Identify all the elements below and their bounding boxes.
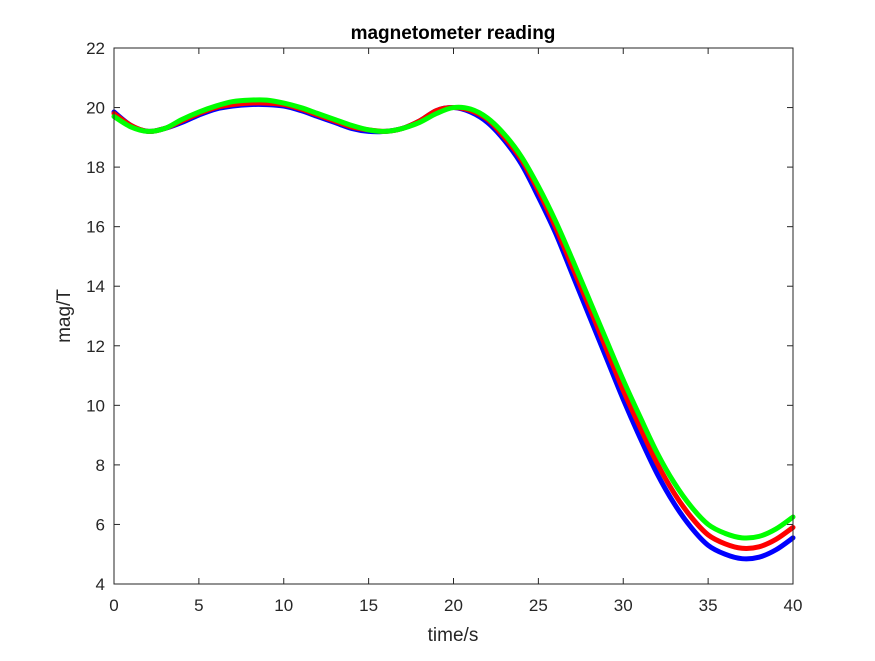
y-tick-label: 4 <box>96 575 105 594</box>
y-tick-label: 16 <box>86 218 105 237</box>
x-axis-label: time/s <box>428 625 479 646</box>
x-tick-label: 25 <box>529 596 548 615</box>
x-tick-label: 40 <box>784 596 803 615</box>
y-tick-label: 18 <box>86 158 105 177</box>
x-tick-label: 30 <box>614 596 633 615</box>
y-tick-label: 10 <box>86 396 105 415</box>
y-ticks: 4 6 8 10 12 14 16 18 20 22 <box>86 39 793 594</box>
x-ticks: 0 5 10 15 20 25 30 35 40 <box>109 48 802 615</box>
x-tick-label: 0 <box>109 596 118 615</box>
x-tick-label: 15 <box>359 596 378 615</box>
x-tick-label: 20 <box>444 596 463 615</box>
y-tick-label: 8 <box>96 456 105 475</box>
x-tick-label: 5 <box>194 596 203 615</box>
y-tick-label: 14 <box>86 277 105 296</box>
x-tick-label: 35 <box>699 596 718 615</box>
y-axis-label: mag/T <box>54 289 75 343</box>
y-tick-label: 12 <box>86 337 105 356</box>
chart-title: magnetometer reading <box>351 23 556 44</box>
series-line-3 <box>111 97 796 541</box>
series-layer <box>111 97 796 562</box>
y-tick-label: 22 <box>86 39 105 58</box>
x-tick-label: 10 <box>274 596 293 615</box>
y-tick-label: 20 <box>86 99 105 118</box>
y-tick-label: 6 <box>96 515 105 534</box>
